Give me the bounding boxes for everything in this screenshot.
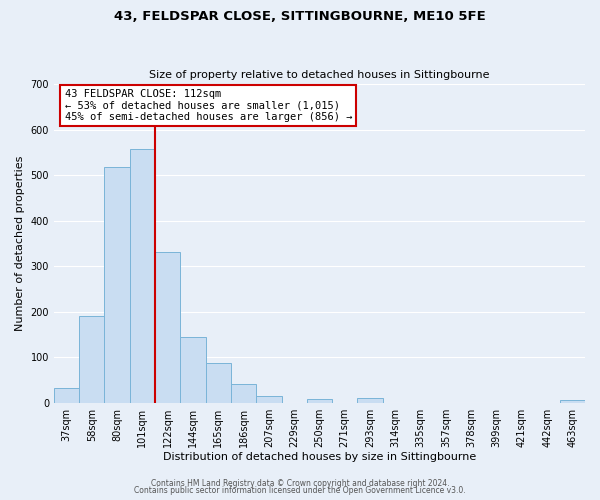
Bar xyxy=(155,252,181,402)
Bar xyxy=(560,400,585,402)
Bar xyxy=(206,363,231,403)
Text: Contains HM Land Registry data © Crown copyright and database right 2024.: Contains HM Land Registry data © Crown c… xyxy=(151,478,449,488)
Text: 43 FELDSPAR CLOSE: 112sqm
← 53% of detached houses are smaller (1,015)
45% of se: 43 FELDSPAR CLOSE: 112sqm ← 53% of detac… xyxy=(65,89,352,122)
Bar xyxy=(358,398,383,402)
Text: 43, FELDSPAR CLOSE, SITTINGBOURNE, ME10 5FE: 43, FELDSPAR CLOSE, SITTINGBOURNE, ME10 … xyxy=(114,10,486,23)
Bar xyxy=(181,336,206,402)
Bar xyxy=(104,167,130,402)
Bar xyxy=(130,148,155,402)
Bar xyxy=(54,388,79,402)
Bar xyxy=(256,396,281,402)
Bar xyxy=(79,316,104,402)
Bar xyxy=(231,384,256,402)
Bar xyxy=(307,399,332,402)
Y-axis label: Number of detached properties: Number of detached properties xyxy=(15,156,25,331)
Text: Contains public sector information licensed under the Open Government Licence v3: Contains public sector information licen… xyxy=(134,486,466,495)
X-axis label: Distribution of detached houses by size in Sittingbourne: Distribution of detached houses by size … xyxy=(163,452,476,462)
Title: Size of property relative to detached houses in Sittingbourne: Size of property relative to detached ho… xyxy=(149,70,490,81)
